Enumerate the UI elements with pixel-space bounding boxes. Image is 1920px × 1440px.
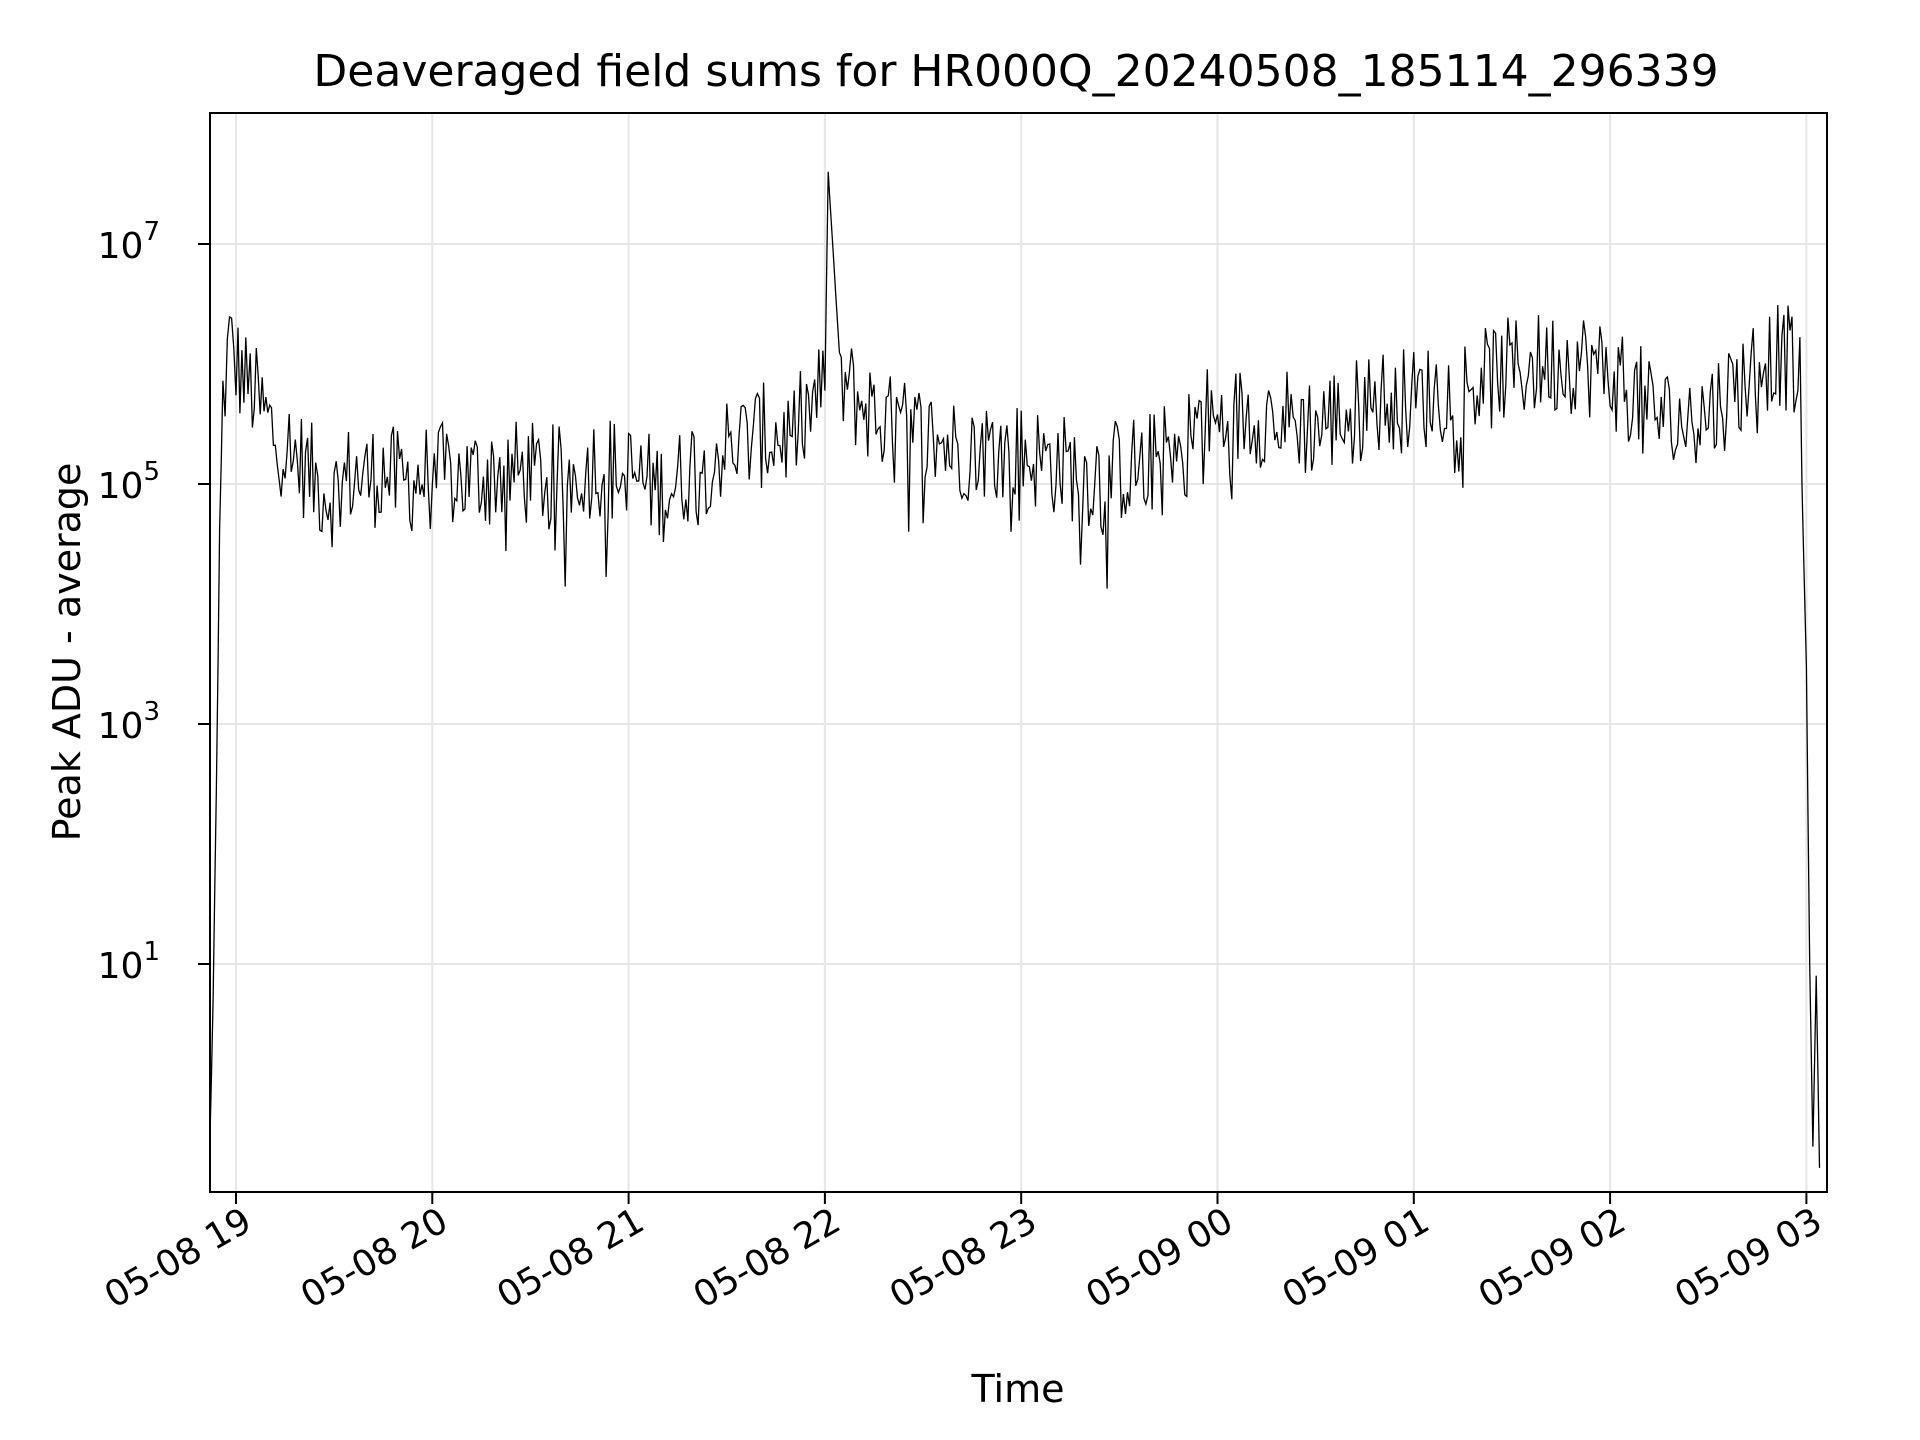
y-tick-label: 105 (98, 457, 160, 507)
y-axis-label: Peak ADU - average (45, 463, 89, 842)
y-tick-label: 101 (98, 937, 160, 987)
x-tick-label: 05-08 20 (294, 1200, 455, 1316)
chart-title: Deaveraged field sums for HR000Q_2024050… (313, 46, 1718, 97)
x-axis-label: Time (971, 1367, 1065, 1411)
series-line-group (209, 171, 1821, 1168)
x-tick-label: 05-09 03 (1668, 1200, 1829, 1316)
x-tick-label: 05-08 22 (687, 1200, 848, 1316)
x-tick-label: 05-09 00 (1079, 1200, 1240, 1316)
x-tick-label: 05-09 02 (1472, 1200, 1633, 1316)
x-tick-label: 05-08 19 (98, 1200, 259, 1316)
grid-lines (210, 113, 1827, 1192)
y-tick-label: 103 (98, 697, 160, 747)
y-tick-label: 107 (98, 217, 160, 267)
x-tick-label: 05-09 01 (1276, 1200, 1437, 1316)
x-tick-label: 05-08 21 (490, 1200, 651, 1316)
y-axis-ticks: 101 103 105 107 (98, 217, 210, 987)
series-line (209, 171, 1821, 1168)
plot-frame (209, 112, 1828, 1193)
x-tick-label: 05-08 23 (883, 1200, 1044, 1316)
x-axis-ticks: 05-08 19 05-08 20 05-08 21 05-08 22 05-08 23… (98, 1192, 1829, 1317)
